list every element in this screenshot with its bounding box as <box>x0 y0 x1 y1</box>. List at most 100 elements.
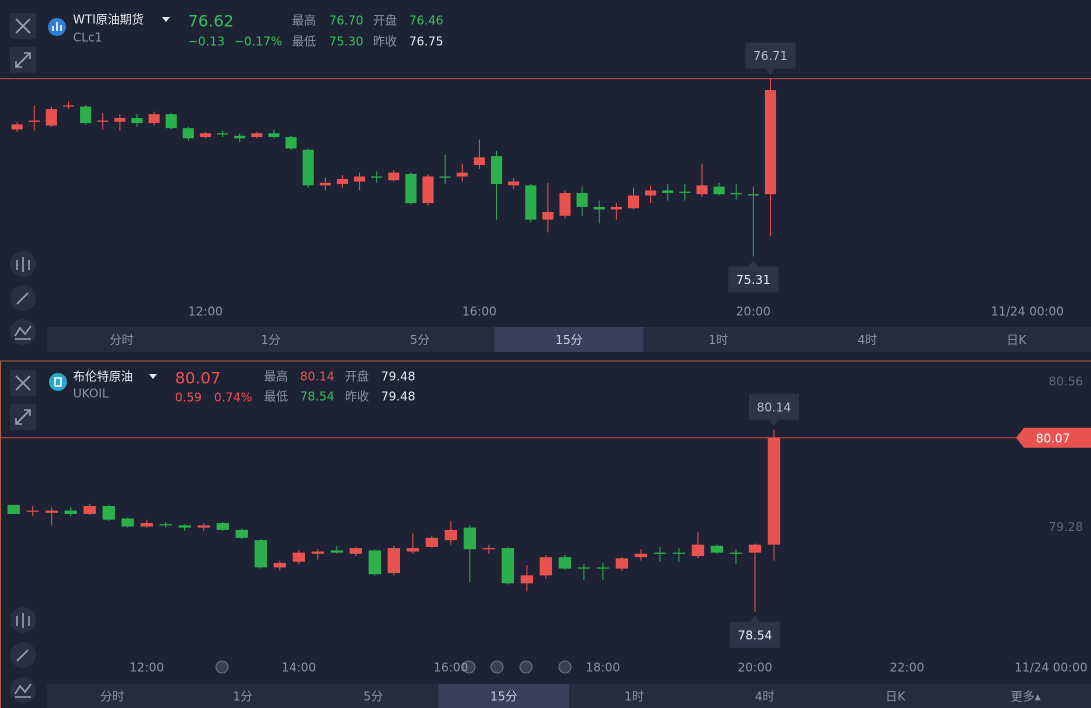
tab[interactable] <box>643 327 793 352</box>
candle-body <box>26 510 39 512</box>
stat-value: 75.30 <box>329 35 363 49</box>
tab[interactable] <box>47 684 178 708</box>
tab-label[interactable]: 日K <box>885 690 906 704</box>
candle-body <box>439 176 451 178</box>
candle-body <box>368 550 381 575</box>
tab-label[interactable]: 15分 <box>555 333 582 347</box>
tab[interactable] <box>699 684 831 708</box>
candle-body <box>199 133 212 138</box>
low-marker-box <box>728 266 779 293</box>
symbol-name[interactable]: 布伦特原油 <box>73 369 133 384</box>
dropdown-arrow[interactable] <box>149 374 157 379</box>
candle-body <box>425 537 439 547</box>
tab-label[interactable]: 1分 <box>261 333 281 347</box>
tab-label[interactable]: 分时 <box>100 690 124 704</box>
stat-value: 76.46 <box>409 14 443 28</box>
stat-label: 开盘 <box>373 13 397 28</box>
indicator-button[interactable] <box>10 251 36 277</box>
tab-label[interactable]: 1时 <box>708 333 728 347</box>
tab-label[interactable]: 15分 <box>490 690 517 704</box>
symbol-icon-glyph <box>54 377 62 387</box>
candle-body <box>330 550 343 553</box>
tab[interactable] <box>830 684 961 708</box>
candle-body <box>508 181 520 186</box>
candle-body <box>672 552 686 554</box>
tab-label[interactable]: 5分 <box>363 690 383 704</box>
event-markers[interactable] <box>215 660 572 674</box>
candle-body <box>679 191 691 193</box>
candle-body <box>520 575 534 584</box>
tab[interactable] <box>941 327 1091 352</box>
expand-button[interactable] <box>10 47 36 73</box>
low-marker-label: 78.54 <box>738 628 772 642</box>
tab[interactable] <box>308 684 439 708</box>
candle-body <box>165 114 177 129</box>
candle-body <box>610 206 622 210</box>
compare-button[interactable] <box>10 319 36 345</box>
tab[interactable] <box>960 684 1091 708</box>
indicator-button[interactable] <box>10 607 36 633</box>
candle-body <box>710 545 724 553</box>
compare-button[interactable] <box>10 677 36 703</box>
tab[interactable] <box>438 684 570 708</box>
draw-button[interactable] <box>10 642 36 668</box>
dropdown-arrow[interactable] <box>162 17 170 22</box>
close-button[interactable] <box>10 13 36 39</box>
candle-body <box>696 185 708 195</box>
candle-body <box>292 552 305 562</box>
candle-body <box>178 525 191 528</box>
tab-label[interactable]: 日K <box>1006 333 1027 347</box>
candle-body <box>102 506 115 520</box>
tab-label[interactable]: 4时 <box>857 333 877 347</box>
candle-body <box>576 192 588 207</box>
candle-body <box>62 105 75 107</box>
expand-button[interactable] <box>10 404 36 430</box>
candle-body <box>217 133 229 135</box>
tab[interactable] <box>345 327 495 352</box>
draw-button[interactable] <box>10 285 36 311</box>
candle-body <box>140 523 153 527</box>
price-change-pct: −0.17% <box>234 35 282 49</box>
candle-body <box>336 178 349 185</box>
x-tick-label: 22:00 <box>890 661 925 675</box>
stat-value: 79.48 <box>381 390 415 404</box>
tab[interactable] <box>177 684 309 708</box>
candle-body <box>645 190 657 196</box>
stat-label: 最低 <box>292 35 316 49</box>
close-button[interactable] <box>10 370 36 396</box>
candle-body <box>653 552 667 554</box>
tab-label[interactable]: 分时 <box>110 333 134 347</box>
symbol-icon <box>49 373 67 391</box>
tab[interactable] <box>792 327 942 352</box>
candle-body <box>662 190 674 193</box>
candle-body <box>473 157 485 165</box>
high-marker-label: 80.14 <box>757 400 791 414</box>
last-price: 76.62 <box>188 12 234 31</box>
stat-label: 最高 <box>264 369 288 384</box>
tab[interactable] <box>196 327 346 352</box>
tab-label[interactable]: 1时 <box>624 690 644 704</box>
tab[interactable] <box>494 327 644 352</box>
tab-label[interactable]: 5分 <box>410 333 430 347</box>
tab-label[interactable]: 更多▴ <box>1011 690 1041 704</box>
candle-body <box>463 527 477 550</box>
stat-label: 最低 <box>264 390 288 404</box>
x-tick-label: 20:00 <box>738 661 773 675</box>
stat-label: 昨收 <box>345 390 369 404</box>
candle-body <box>542 212 554 220</box>
candle-body <box>45 510 58 513</box>
tab-label[interactable]: 1分 <box>233 690 253 704</box>
candle-body <box>235 529 248 538</box>
candle-body <box>730 192 742 195</box>
candle-body <box>764 90 777 195</box>
candle-body <box>114 117 126 122</box>
tab[interactable] <box>47 327 197 352</box>
candle-body <box>615 558 629 569</box>
symbol-name[interactable]: WTI原油期货 <box>73 12 144 27</box>
candle-body <box>501 548 515 584</box>
tab-label[interactable]: 4时 <box>755 690 775 704</box>
tab[interactable] <box>569 684 700 708</box>
candle-body <box>83 506 96 514</box>
candle-body <box>311 551 324 554</box>
